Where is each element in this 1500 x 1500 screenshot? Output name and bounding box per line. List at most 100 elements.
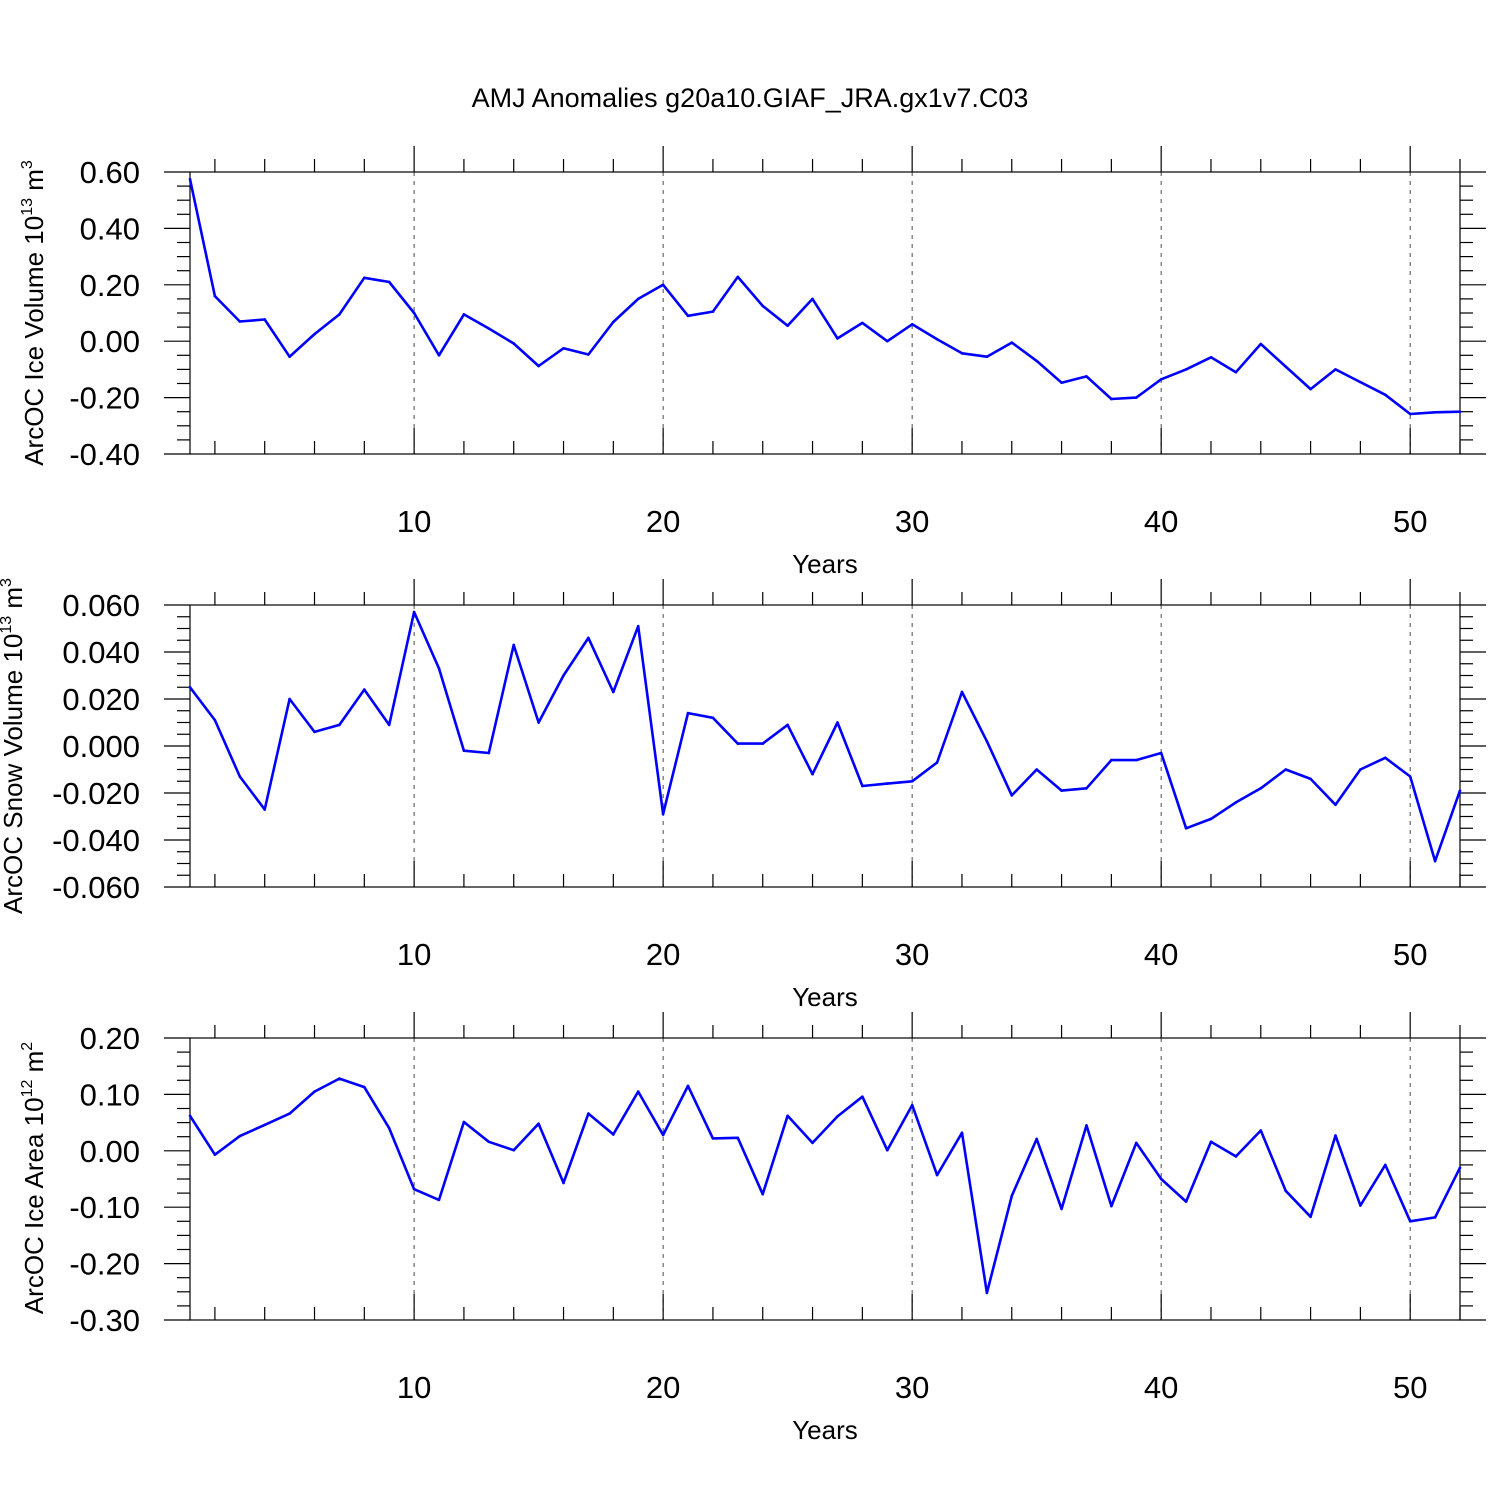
data-point (836, 337, 839, 340)
data-point (1284, 768, 1287, 771)
data-point (1085, 1124, 1088, 1127)
data-point (387, 723, 391, 727)
data-point (288, 1112, 291, 1115)
data-point (1433, 859, 1437, 863)
data-point (811, 297, 814, 301)
data-point (761, 742, 765, 745)
y-tick-label: 0.00 (80, 324, 140, 359)
data-point (985, 1291, 989, 1295)
data-point (1234, 370, 1238, 374)
data-point (935, 761, 939, 764)
data-point (1060, 1207, 1063, 1211)
data-point (512, 342, 516, 345)
y-tick-label: -0.020 (52, 776, 140, 811)
data-point (1408, 1220, 1412, 1223)
data-point (1134, 396, 1138, 399)
data-point (885, 339, 889, 343)
data-point (188, 685, 192, 689)
data-point (686, 1084, 690, 1088)
data-point (1408, 775, 1412, 778)
data-point (188, 1114, 192, 1118)
data-point (960, 1131, 964, 1135)
data-point (711, 716, 715, 720)
data-point (636, 1090, 640, 1093)
x-tick-label: 50 (1393, 504, 1427, 539)
data-point (1259, 342, 1263, 346)
data-point (1085, 787, 1088, 790)
data-point (487, 751, 491, 755)
x-tick-label: 50 (1393, 937, 1427, 972)
data-point (238, 775, 242, 778)
panel-ice-volume: ArcOC Ice Volume 1013 m3 Years 0.60 0.40 0… (19, 146, 1486, 579)
data-point (636, 624, 640, 628)
data-point (811, 772, 814, 776)
y-tick-label: 0.60 (80, 155, 140, 190)
data-point (213, 718, 217, 722)
data-point (213, 294, 217, 298)
data-point (363, 1085, 366, 1089)
data-point (786, 324, 789, 327)
data-point (1383, 756, 1387, 760)
data-point (1284, 1189, 1287, 1193)
data-point (437, 354, 441, 357)
data-point (313, 1090, 316, 1093)
data-point (736, 275, 740, 279)
data-point (437, 1198, 441, 1202)
data-point (861, 1095, 864, 1098)
data-point (1309, 387, 1312, 391)
data-point (861, 784, 864, 788)
data-point (836, 1115, 839, 1118)
data-point (1134, 758, 1138, 762)
data-point (1110, 1204, 1113, 1208)
data-point (562, 674, 565, 677)
data-point (263, 808, 267, 811)
data-point (960, 690, 964, 694)
data-point (512, 643, 516, 647)
data-point (1458, 1166, 1462, 1170)
data-point (612, 690, 615, 694)
y-tick-label: -0.20 (69, 1247, 140, 1282)
data-point (587, 636, 590, 640)
xlabel-ice-area: Years (792, 1415, 858, 1445)
data-point (1383, 393, 1387, 397)
data-point (1010, 794, 1014, 797)
data-point (861, 321, 864, 325)
data-point (786, 1114, 789, 1118)
xlabel-ice-volume: Years (792, 549, 858, 579)
data-point (412, 610, 416, 614)
data-point (711, 310, 715, 313)
data-point (1134, 1141, 1138, 1145)
data-point (288, 355, 291, 359)
x-tick-label: 30 (895, 937, 929, 972)
panel-ice-area: ArcOC Ice Area 1012 m2 Years 0.20 0.10 0.0… (19, 1012, 1486, 1445)
ylabel-snow-volume: ArcOC Snow Volume 1013 m3 (0, 578, 28, 914)
data-point (1334, 803, 1337, 807)
data-point (1035, 1137, 1038, 1141)
panel-snow-volume: ArcOC Snow Volume 1013 m3 Years 0.060 0.0… (0, 578, 1486, 1012)
data-point (537, 1122, 540, 1126)
data-point (512, 1148, 516, 1152)
data-point (363, 688, 366, 691)
data-point (935, 1173, 939, 1177)
data-point (661, 812, 665, 816)
data-point (462, 313, 466, 316)
data-point (338, 723, 341, 727)
data-point (1383, 1163, 1387, 1167)
series-line (188, 178, 1461, 416)
data-point (612, 320, 615, 324)
data-point (1085, 375, 1088, 378)
data-point (213, 1153, 217, 1157)
data-point (562, 346, 565, 350)
data-point (1010, 1194, 1014, 1198)
data-point (1035, 359, 1038, 363)
data-point (910, 1103, 914, 1107)
data-point (387, 280, 391, 284)
data-point (1458, 410, 1462, 414)
ylabel-ice-area: ArcOC Ice Area 1012 m2 (19, 1042, 49, 1314)
data-point (313, 730, 316, 734)
data-point (363, 276, 366, 280)
y-tick-label: 0.000 (62, 729, 140, 764)
series-line (188, 610, 1462, 863)
data-point (387, 1126, 391, 1130)
data-point (1259, 787, 1263, 790)
